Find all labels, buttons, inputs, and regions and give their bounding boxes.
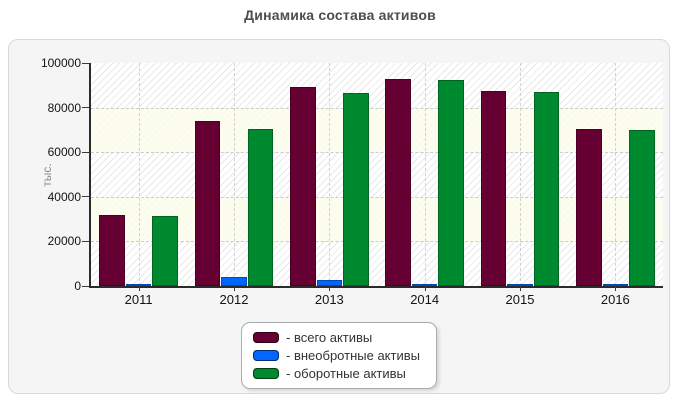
legend-label: - всего активы	[286, 330, 373, 345]
legend-swatch-icon	[253, 332, 280, 343]
bar-2014-series-1	[411, 284, 438, 286]
y-axis-title: тыс.	[40, 162, 54, 187]
gridline-horizontal	[91, 107, 663, 109]
bar-2013-series-0	[290, 87, 316, 286]
gridline-vertical	[234, 63, 235, 286]
x-tick-label: 2015	[505, 292, 535, 307]
bar-2015-series-0	[480, 90, 507, 286]
legend-swatch-icon	[253, 350, 280, 361]
y-tick-label: 100000	[40, 56, 81, 70]
legend-item-0: - всего активы	[253, 330, 420, 345]
legend-item-2: - оборотные активы	[253, 366, 420, 381]
gridline-vertical	[138, 63, 140, 286]
x-tick	[329, 286, 331, 291]
bar-2014-series-2	[438, 79, 464, 286]
x-tick	[138, 286, 140, 291]
gridline-vertical	[615, 63, 617, 286]
gridline-vertical	[520, 63, 521, 286]
bar-2012-series-0	[194, 120, 221, 286]
y-tick-label: 60000	[47, 145, 81, 160]
plot-band	[91, 152, 663, 197]
plot-band	[91, 241, 663, 286]
y-tick-label: 80000	[47, 100, 81, 115]
y-tick	[82, 285, 89, 287]
bar-2014-series-0	[385, 78, 411, 286]
gridline-vertical	[424, 63, 426, 286]
gridline-horizontal	[91, 196, 663, 198]
bar-2016-series-1	[602, 284, 629, 286]
gridline-horizontal	[91, 152, 663, 154]
plot-band	[91, 63, 663, 108]
y-tick	[82, 240, 89, 242]
legend-label: - внеобротные активы	[286, 348, 420, 363]
x-tick-label: 2016	[600, 292, 630, 307]
x-tick	[520, 286, 521, 291]
plot-area: 0 20000 40000 60000 80000 100000 тыс. 2011 201…	[40, 56, 663, 307]
bar-2011-series-0	[99, 214, 125, 286]
bar-2011-series-2	[152, 216, 178, 286]
bar-2015-series-1	[507, 284, 533, 286]
bar-2012-series-2	[247, 129, 274, 286]
x-tick	[424, 286, 426, 291]
legend-label: - оборотные активы	[286, 366, 406, 381]
y-tick	[82, 107, 89, 109]
y-tick-label: 40000	[47, 189, 81, 204]
y-tick-label: 0	[74, 279, 81, 293]
bar-2016-series-2	[629, 129, 655, 286]
gridline-vertical	[329, 63, 331, 286]
bar-2011-series-1	[125, 284, 152, 286]
y-tick	[82, 62, 89, 64]
x-tick-label: 2014	[410, 292, 440, 307]
y-tick	[82, 196, 89, 198]
x-tick	[234, 286, 235, 291]
x-tick-label: 2013	[314, 292, 344, 307]
x-tick	[615, 286, 617, 291]
bar-2012-series-1	[221, 277, 247, 286]
y-tick-label: 20000	[47, 234, 81, 249]
y-tick	[82, 151, 89, 153]
bar-2016-series-0	[576, 129, 602, 286]
chart-title: Динамика состава активов	[244, 7, 436, 23]
bar-2013-series-2	[343, 93, 369, 286]
x-tick-label: 2011	[124, 292, 153, 307]
x-tick-label: 2012	[219, 292, 249, 307]
legend-swatch-icon	[253, 368, 280, 379]
bar-2013-series-1	[316, 280, 343, 286]
plot-band	[91, 107, 663, 153]
plot-band	[91, 196, 663, 242]
chart-panel: 0 20000 40000 60000 80000 100000 тыс. 2011 201…	[8, 39, 670, 394]
legend: - всего активы - внеобротные активы - обор…	[241, 322, 437, 389]
y-axis-labels: 0 20000 40000 60000 80000 100000	[21, 56, 81, 293]
gridline-horizontal	[91, 241, 663, 243]
legend-item-1: - внеобротные активы	[253, 348, 420, 363]
bar-2015-series-2	[533, 91, 560, 286]
